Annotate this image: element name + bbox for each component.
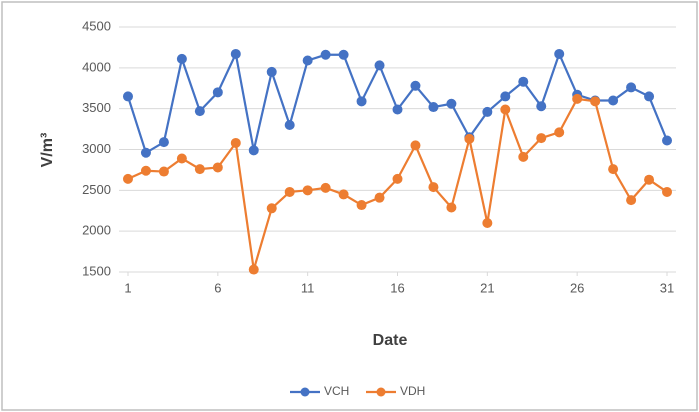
data-point xyxy=(212,87,223,98)
data-point xyxy=(500,104,511,115)
y-axis-title: V/m³ xyxy=(39,133,56,168)
data-point xyxy=(536,101,547,112)
x-tick-label: 11 xyxy=(301,280,315,295)
y-tick-label: 3000 xyxy=(82,141,111,156)
data-point xyxy=(500,91,511,102)
data-point xyxy=(464,133,475,144)
data-point xyxy=(284,120,295,130)
data-point xyxy=(428,182,439,193)
data-point xyxy=(482,106,493,117)
x-tick-label: 16 xyxy=(390,280,404,295)
data-point xyxy=(122,173,133,184)
data-point xyxy=(482,218,493,228)
data-point xyxy=(158,166,169,177)
data-point xyxy=(140,147,151,158)
y-tick-label: 2000 xyxy=(82,223,111,238)
x-tick-label: 6 xyxy=(214,280,221,295)
legend-label: VCH xyxy=(324,384,349,398)
data-point xyxy=(212,162,223,173)
data-point xyxy=(626,82,637,93)
data-point xyxy=(248,145,259,156)
data-point xyxy=(320,49,331,60)
data-point xyxy=(392,173,403,184)
y-tick-label: 3500 xyxy=(82,100,111,115)
data-point xyxy=(554,48,565,59)
legend-swatch-marker xyxy=(376,387,386,397)
legend-label: VDH xyxy=(400,384,425,398)
data-point xyxy=(410,140,421,151)
y-tick-label: 1500 xyxy=(82,263,111,278)
data-point xyxy=(284,186,295,197)
data-point xyxy=(266,203,277,214)
x-tick-label: 26 xyxy=(570,280,584,295)
data-point xyxy=(644,91,655,102)
x-tick-label: 31 xyxy=(660,280,674,295)
data-point xyxy=(356,200,367,211)
y-tick-label: 4000 xyxy=(82,59,111,74)
data-point xyxy=(554,127,565,138)
y-tick-label: 2500 xyxy=(82,182,111,197)
data-point xyxy=(536,133,547,144)
data-point xyxy=(590,96,601,107)
x-tick-label: 1 xyxy=(124,280,131,295)
data-point xyxy=(608,95,619,106)
data-point xyxy=(446,98,457,109)
x-axis-title: Date xyxy=(373,332,408,349)
data-point xyxy=(248,264,259,275)
data-point xyxy=(392,104,403,115)
data-point xyxy=(194,106,205,117)
legend-swatch-marker xyxy=(300,387,310,397)
data-point xyxy=(158,137,169,148)
data-point xyxy=(446,202,457,213)
data-point xyxy=(266,66,277,77)
data-point xyxy=(644,174,655,185)
data-point xyxy=(410,80,421,91)
data-point xyxy=(176,153,187,164)
data-point xyxy=(338,49,349,60)
data-point xyxy=(320,182,331,193)
data-point xyxy=(122,91,133,102)
data-point xyxy=(626,195,637,206)
data-point xyxy=(608,164,619,175)
data-point xyxy=(428,102,439,113)
data-point xyxy=(302,185,313,196)
data-point xyxy=(338,189,349,200)
x-tick-label: 21 xyxy=(480,280,494,295)
data-point xyxy=(302,55,313,66)
data-point xyxy=(140,165,151,176)
data-point xyxy=(374,192,385,203)
data-point xyxy=(176,53,187,64)
data-point xyxy=(518,76,529,87)
data-point xyxy=(230,137,241,148)
data-point xyxy=(662,186,673,197)
data-point xyxy=(518,151,529,162)
data-point xyxy=(356,96,367,107)
y-tick-label: 4500 xyxy=(82,18,111,33)
data-point xyxy=(662,135,673,146)
data-point xyxy=(572,93,583,104)
data-point xyxy=(194,164,205,175)
data-point xyxy=(230,48,241,59)
data-point xyxy=(374,60,385,71)
